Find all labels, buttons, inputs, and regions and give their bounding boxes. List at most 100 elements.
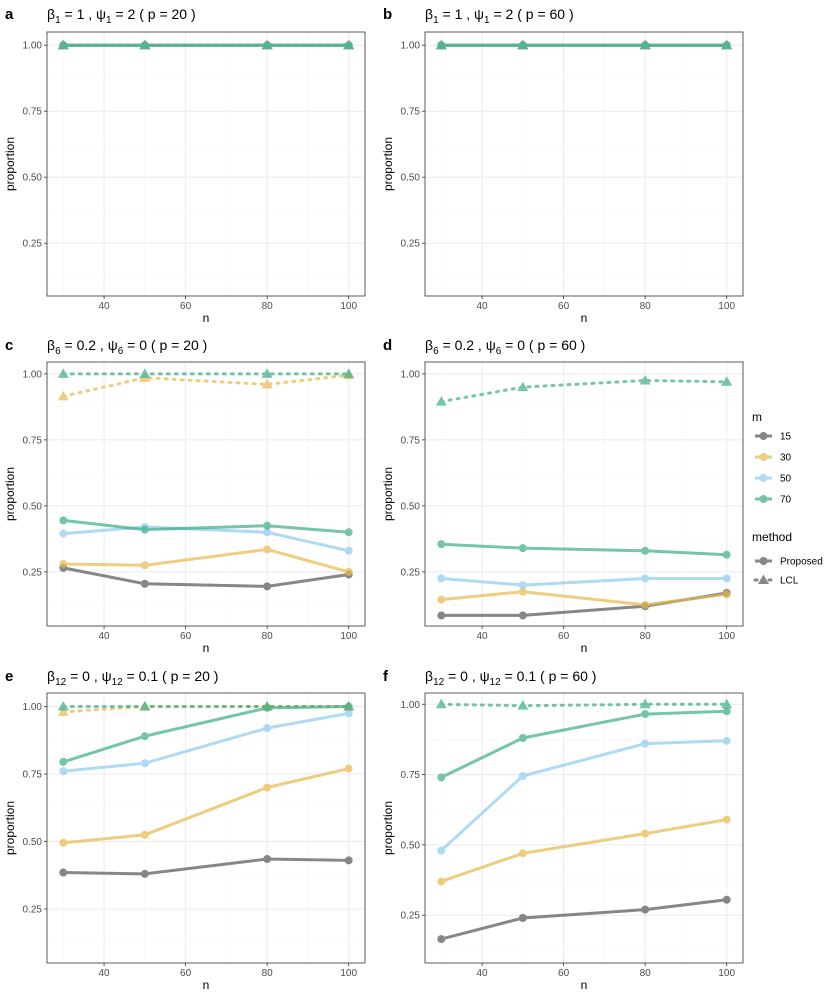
circle-point [263,783,272,792]
y-tick-label: 0.75 [23,435,43,446]
triangle-point [57,390,69,401]
panel-background [47,693,365,963]
triangle-point [343,39,355,50]
psi-subscript: 12 [112,677,124,688]
circle-point [59,516,68,525]
series-line [440,739,727,852]
circle-point [641,546,650,555]
circle-point [263,528,272,537]
x-tick-label: 80 [262,968,274,979]
panel-c: 0.25 0.50 0.75 1.00 40 60 80 100 n proportion c β6 … [3,337,366,655]
circle-point [344,528,353,537]
y-tick-label: 0.25 [23,239,43,250]
x-tick-label: 100 [718,631,735,642]
beta-value: = 0.2 , [61,337,108,353]
psi-symbol: ψ [486,337,496,353]
circle-point [437,877,446,886]
series-line [63,525,350,553]
x-tick-label: 60 [180,301,192,312]
y-tick-label: 0.75 [23,107,43,118]
beta-symbol: β [425,337,433,353]
series-line [439,378,729,404]
y-tick-label: 0.50 [23,173,43,184]
legend-method-title: method [752,530,792,544]
x-tick-label: 100 [340,301,357,312]
circle-point [140,561,149,570]
psi-value-and-p: = 0.1 ( p = 20 ) [123,668,219,684]
triangle-point [261,39,273,50]
psi-symbol: ψ [96,6,106,22]
circle-point [263,724,272,733]
circle-point [140,830,149,839]
psi-value-and-p: = 0.1 ( p = 60 ) [501,668,597,684]
circle-point [263,582,272,591]
y-tick-label: 0.75 [23,770,43,781]
beta-symbol: β [47,668,55,684]
circle-point [641,600,650,609]
series-m50-proposed [437,736,731,855]
series-line [63,518,349,534]
y-axis-title: proportion [381,801,395,855]
psi-value-and-p: = 0 ( p = 20 ) [123,337,207,353]
y-tick-label: 0.50 [23,501,43,512]
triangle-point [139,701,151,711]
psi-subscript: 6 [118,346,124,357]
psi-subscript: 6 [496,346,502,357]
y-axis-title: proportion [381,137,395,191]
circle-point [437,611,446,620]
circle-point [722,815,731,824]
panel-background [47,32,365,296]
y-tick-label: 0.50 [401,840,421,851]
circle-point [722,707,731,716]
series-line [61,373,351,398]
series-m70-lcl [57,368,355,378]
triangle-point [261,378,273,389]
series-line [440,898,727,941]
y-tick-label: 0.50 [23,837,43,848]
psi-subscript: 12 [490,677,502,688]
psi-subscript: 1 [106,15,112,26]
psi-value-and-p: = 0 ( p = 60 ) [501,337,585,353]
triangle-point [435,396,447,406]
y-tick-label: 0.25 [23,905,43,916]
series-m70-lcl [57,701,355,711]
series-line [441,542,727,557]
x-tick-label: 100 [718,968,735,979]
panel-tag: c [5,337,13,354]
circle-point [641,574,650,583]
circle-point [140,759,149,768]
triangle-point [435,698,447,709]
circle-point [140,869,149,878]
x-axis-title: n [203,641,210,655]
legend: m 15 30 50 70 method Proposed LCL [752,410,823,587]
beta-symbol: β [47,6,55,22]
series-m70-lcl [435,374,733,406]
series-line [63,547,350,574]
panel-border [424,361,744,627]
beta-value: = 0 , [444,668,479,684]
x-tick-label: 80 [640,301,652,312]
beta-symbol: β [425,6,433,22]
circle-point [722,736,731,745]
legend-m-label: 30 [780,453,792,464]
panel-border [424,31,744,297]
panel-border [46,31,366,297]
series-line [62,705,349,764]
psi-symbol: ψ [480,668,490,684]
psi-symbol: ψ [102,668,112,684]
y-tick-label: 0.75 [401,435,421,446]
circle-point [641,905,650,914]
series-m70-proposed [437,707,731,782]
legend-m-30 [755,453,772,461]
circle-point [59,757,68,766]
triangle-point [261,701,273,711]
circle-point [518,849,527,858]
circle-point [722,574,731,583]
x-tick-label: 40 [99,301,111,312]
beta-subscript: 12 [433,677,445,688]
series-line [440,709,727,779]
circle-point [437,935,446,944]
y-tick-label: 1.00 [401,369,421,380]
